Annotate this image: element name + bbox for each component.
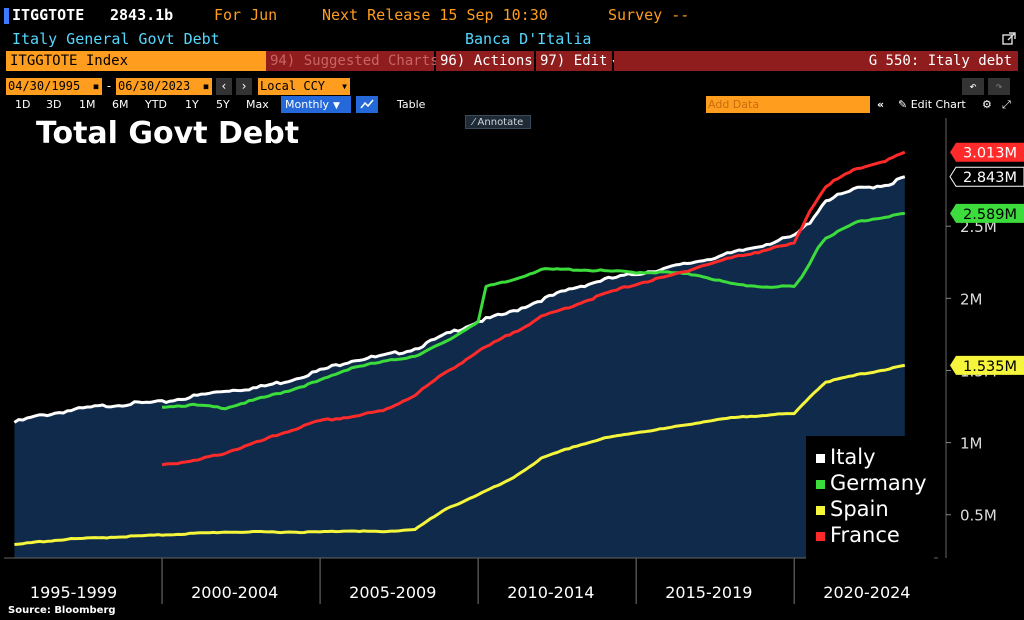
x-tick-label: 2010-2014 (507, 583, 594, 602)
period-1d[interactable]: 1D (15, 98, 31, 111)
table-button[interactable]: Table (397, 98, 426, 111)
start-calendar-icon[interactable]: ▪ (90, 78, 102, 95)
last-value-box-germany (950, 203, 1024, 223)
end-calendar-icon[interactable]: ▪ (200, 78, 212, 95)
x-tick-label: 1995-1999 (30, 583, 117, 602)
edit-chart-label: Edit Chart (910, 98, 966, 111)
edit-menu[interactable]: 97) Edit▼ (536, 51, 618, 71)
edit-label: 97) Edit (540, 53, 608, 69)
period-bar: 1D 3D 1M 6M YTD 1Y 5Y Max Monthly ▼ Table… (0, 96, 1024, 113)
legend-item-germany[interactable]: Germany (816, 470, 927, 496)
y-tick-label: 2M (960, 290, 983, 308)
pencil-icon: ⁄ (472, 117, 478, 128)
legend-item-france[interactable]: France (816, 522, 900, 548)
chevron-down-icon: ▼ (342, 82, 347, 91)
actions-label: 96) Actions (440, 53, 533, 69)
y-tick-label: 1M (960, 435, 983, 453)
chevron-down-icon: ▼ (333, 101, 340, 111)
data-source-name: Banca D'Italia (465, 30, 592, 48)
function-bar: ITGGTOTE Index 94) Suggested Charts 96) … (0, 51, 1024, 71)
series-line-italy[interactable] (13, 175, 906, 424)
redo-icon[interactable]: ↷ (988, 78, 1010, 95)
security-description: Italy General Govt Debt (12, 30, 220, 48)
legend-swatch (816, 479, 825, 489)
next-period-icon[interactable]: › (236, 78, 252, 95)
series-line-spain[interactable] (14, 363, 906, 546)
prev-period-icon[interactable]: ‹ (216, 78, 232, 95)
legend-label: Italy (830, 445, 876, 469)
function-title: G 550: Italy debt (614, 51, 1018, 71)
currency-select[interactable]: Local CCY ▼ (258, 78, 350, 95)
legend-swatch (816, 453, 825, 463)
chart-title: Total Govt Debt (36, 116, 300, 151)
add-data-input[interactable]: Add Data (706, 96, 870, 113)
legend-label: Spain (830, 497, 889, 521)
x-tick-label: 2015-2019 (665, 583, 752, 602)
pencil-icon: ✎ (898, 98, 908, 111)
last-value-box-italy (949, 166, 1024, 187)
suggested-charts-button[interactable]: 94) Suggested Charts (266, 51, 439, 71)
period-1m[interactable]: 1M (79, 98, 96, 111)
series-line-france[interactable] (161, 150, 906, 467)
period-ytd[interactable]: YTD (145, 98, 167, 111)
legend-item-spain[interactable]: Spain (816, 496, 889, 522)
source-note: Source: Bloomberg (8, 605, 116, 616)
y-tick-label: 0.5M (960, 507, 997, 525)
last-value-label-spain: 1.535M (963, 359, 1017, 375)
period-5y[interactable]: 5Y (216, 98, 230, 111)
x-tick-label: 2020-2024 (823, 583, 910, 602)
last-value-box-spain (950, 355, 1024, 375)
legend-label: Germany (830, 471, 927, 495)
undo-icon[interactable]: ↶ (962, 78, 984, 95)
period-3d[interactable]: 3D (46, 98, 62, 111)
period-max[interactable]: Max (246, 98, 269, 111)
frequency-value: Monthly (285, 98, 330, 111)
date-separator: - (105, 79, 113, 93)
security-header: ITGGTOTE 2843.1b For Jun Next Release 15… (0, 6, 1024, 26)
security-description-row: Italy General Govt Debt Banca D'Italia (0, 30, 1024, 50)
x-axis-band (0, 558, 1024, 608)
settings-icon[interactable]: ⚙ (982, 98, 992, 111)
annotate-label: Annotate (477, 117, 524, 128)
legend-label: France (830, 523, 900, 547)
legend-swatch (816, 505, 825, 515)
security-marker (4, 8, 9, 24)
chart-panel: 1995-1999 2000-2004 2005-2009 2010-2014 2015… (0, 114, 1024, 608)
survey: Survey -- (608, 6, 690, 24)
legend-swatch (816, 531, 825, 541)
series-line-germany[interactable] (161, 211, 905, 411)
actions-menu[interactable]: 96) Actions▼ (436, 51, 543, 71)
for-period: For Jun (214, 6, 278, 24)
next-release: Next Release 15 Sep 10:30 (322, 6, 548, 24)
date-controls: 04/30/1995 ▪ - 06/30/2023 ▪ ‹ › Local CC… (0, 78, 1024, 95)
currency-value: Local CCY (260, 79, 326, 93)
expand-icon[interactable]: ⤢ (1002, 98, 1011, 111)
last-value-label-france: 3.013M (963, 146, 1017, 162)
x-tick-label: 2000-2004 (191, 583, 278, 602)
security-field[interactable]: ITGGTOTE Index (6, 51, 266, 71)
start-date-field[interactable]: 04/30/1995 (6, 78, 90, 95)
collapse-icon[interactable]: « (877, 98, 885, 111)
period-1y[interactable]: 1Y (185, 98, 199, 111)
last-value-label-germany: 2.589M (963, 207, 1017, 223)
annotate-button[interactable]: ⁄ Annotate (465, 115, 531, 129)
legend[interactable]: Italy Germany Spain France (806, 436, 934, 560)
popout-icon[interactable] (1002, 32, 1016, 50)
ticker[interactable]: ITGGTOTE (12, 6, 85, 24)
x-tick-label: 2005-2009 (349, 583, 436, 602)
chart-type-icon[interactable] (356, 96, 378, 113)
last-value: 2843.1b (110, 6, 174, 24)
legend-item-italy[interactable]: Italy (816, 444, 876, 470)
frequency-select[interactable]: Monthly ▼ (281, 96, 351, 113)
period-6m[interactable]: 6M (112, 98, 129, 111)
end-date-field[interactable]: 06/30/2023 (116, 78, 200, 95)
line-chart: 1995-1999 2000-2004 2005-2009 2010-2014 2015… (0, 114, 1024, 608)
edit-chart-button[interactable]: ✎ Edit Chart (898, 96, 966, 113)
last-value-box-france (950, 142, 1024, 162)
last-value-label-italy: 2.843M (963, 170, 1017, 186)
